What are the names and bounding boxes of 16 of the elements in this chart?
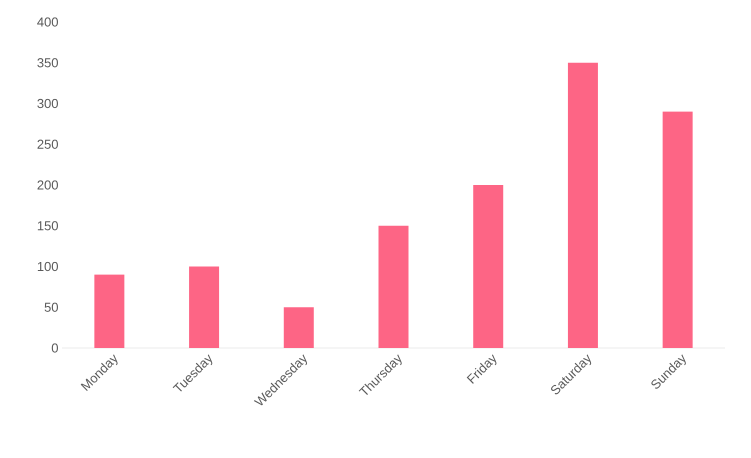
bar	[94, 274, 124, 348]
y-tick-label: 50	[44, 302, 58, 312]
y-tick-label: 300	[37, 98, 58, 108]
y-tick-label: 200	[38, 180, 58, 190]
y-tick-label: 150	[38, 221, 58, 230]
bar	[284, 307, 314, 348]
bar	[473, 184, 504, 348]
bar	[662, 112, 693, 348]
bar	[378, 226, 408, 348]
y-tick-label: 350	[37, 58, 58, 68]
y-tick-label: 0	[52, 343, 58, 353]
bar	[568, 62, 598, 348]
y-tick-label: 100	[38, 262, 58, 272]
y-tick-label: 400	[37, 17, 58, 27]
bar	[189, 266, 220, 348]
y-tick-label: 250	[38, 140, 58, 149]
